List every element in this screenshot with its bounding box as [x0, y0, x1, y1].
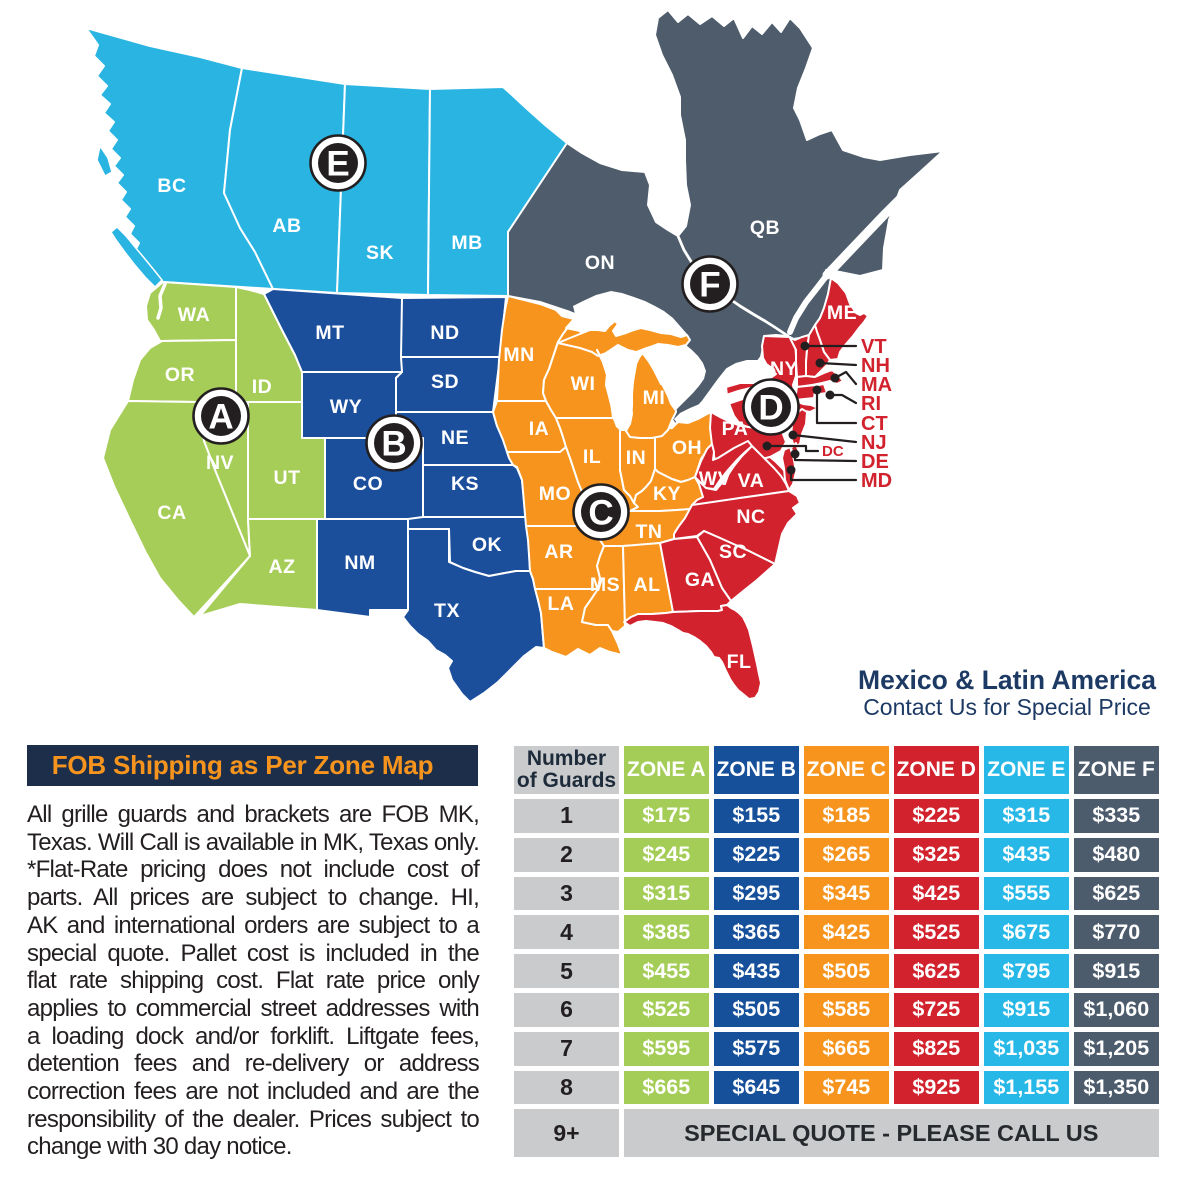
- svg-text:WY: WY: [330, 396, 362, 418]
- svg-text:NC: NC: [736, 506, 765, 528]
- svg-text:MA: MA: [861, 374, 892, 396]
- svg-text:E: E: [326, 145, 349, 184]
- svg-text:BC: BC: [157, 175, 186, 197]
- svg-text:ID: ID: [252, 376, 273, 398]
- svg-text:UT: UT: [274, 467, 301, 489]
- svg-text:RI: RI: [861, 393, 881, 415]
- svg-text:VT: VT: [861, 336, 887, 358]
- svg-text:D: D: [758, 389, 783, 428]
- svg-text:GA: GA: [685, 569, 715, 591]
- svg-text:NH: NH: [861, 355, 890, 377]
- svg-text:MS: MS: [590, 574, 620, 596]
- svg-text:TN: TN: [636, 521, 663, 543]
- svg-text:CT: CT: [861, 413, 888, 435]
- svg-text:WI: WI: [571, 373, 596, 395]
- svg-text:PA: PA: [722, 418, 749, 440]
- svg-text:A: A: [208, 398, 233, 437]
- svg-text:MB: MB: [451, 232, 482, 254]
- svg-text:WA: WA: [178, 304, 210, 326]
- svg-text:AL: AL: [634, 574, 661, 596]
- svg-text:CO: CO: [353, 473, 383, 495]
- svg-text:IN: IN: [626, 447, 647, 469]
- svg-text:ME: ME: [827, 302, 857, 324]
- svg-text:C: C: [588, 494, 613, 533]
- svg-text:MN: MN: [503, 344, 534, 366]
- svg-text:AR: AR: [544, 541, 573, 563]
- svg-text:SK: SK: [366, 242, 394, 264]
- svg-text:MT: MT: [315, 322, 344, 344]
- svg-text:OK: OK: [472, 534, 502, 556]
- svg-text:OH: OH: [672, 437, 702, 459]
- svg-text:CA: CA: [157, 502, 186, 524]
- svg-text:NY: NY: [770, 358, 798, 380]
- svg-text:DE: DE: [861, 451, 889, 473]
- svg-text:AB: AB: [272, 215, 301, 237]
- svg-text:KS: KS: [451, 473, 479, 495]
- svg-text:OR: OR: [165, 364, 195, 386]
- svg-text:NE: NE: [441, 427, 469, 449]
- svg-text:SD: SD: [431, 371, 459, 393]
- svg-text:NJ: NJ: [861, 432, 887, 454]
- svg-text:NM: NM: [344, 552, 375, 574]
- svg-text:MO: MO: [539, 483, 571, 505]
- svg-text:B: B: [381, 425, 406, 464]
- svg-text:DC: DC: [822, 443, 844, 460]
- svg-text:NV: NV: [206, 452, 234, 474]
- svg-text:WV: WV: [699, 468, 731, 490]
- svg-text:ON: ON: [585, 252, 615, 274]
- svg-text:LA: LA: [548, 593, 575, 615]
- svg-text:SC: SC: [719, 541, 747, 563]
- svg-text:VA: VA: [738, 470, 765, 492]
- svg-text:IA: IA: [529, 418, 550, 440]
- svg-text:KY: KY: [653, 483, 681, 505]
- svg-text:AZ: AZ: [269, 556, 296, 578]
- svg-text:F: F: [699, 266, 720, 305]
- svg-text:MD: MD: [861, 470, 892, 492]
- svg-text:FL: FL: [727, 651, 752, 673]
- svg-text:IL: IL: [583, 446, 601, 468]
- svg-text:TX: TX: [434, 600, 460, 622]
- svg-text:ND: ND: [430, 322, 459, 344]
- svg-text:QB: QB: [750, 217, 780, 239]
- svg-text:MI: MI: [643, 387, 666, 409]
